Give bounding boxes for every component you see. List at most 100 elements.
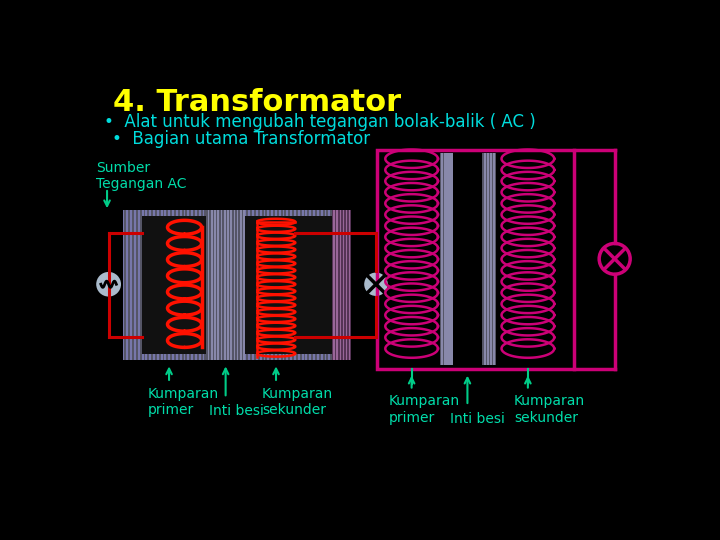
Bar	[233, 210, 235, 360]
Bar	[230, 210, 232, 360]
Bar	[245, 210, 246, 360]
Bar	[221, 210, 222, 360]
Bar	[172, 210, 174, 360]
Bar	[142, 215, 332, 354]
Bar	[122, 210, 125, 360]
Bar	[313, 210, 315, 360]
Bar	[256, 210, 258, 360]
Bar	[279, 210, 281, 360]
Bar	[310, 210, 311, 360]
Bar	[149, 210, 151, 360]
Bar	[180, 210, 181, 360]
Bar	[294, 210, 296, 360]
Bar	[215, 210, 216, 360]
Bar	[206, 210, 245, 360]
Bar	[340, 210, 342, 360]
Bar	[441, 153, 444, 365]
Bar	[336, 210, 338, 360]
Bar	[240, 210, 242, 360]
Bar	[237, 210, 239, 360]
Bar	[217, 210, 219, 360]
Bar	[138, 210, 140, 360]
Bar	[490, 153, 492, 365]
Bar	[305, 210, 307, 360]
Bar	[439, 153, 454, 365]
Bar	[320, 210, 323, 360]
Bar	[349, 210, 351, 360]
Bar	[130, 210, 132, 360]
Bar	[332, 210, 351, 360]
Bar	[298, 210, 300, 360]
Bar	[287, 210, 288, 360]
Bar	[153, 210, 155, 360]
Bar	[218, 210, 220, 360]
Circle shape	[363, 271, 389, 298]
Bar	[195, 210, 197, 360]
Bar	[332, 210, 334, 360]
Bar	[482, 153, 496, 365]
Bar	[229, 210, 231, 360]
Bar	[142, 210, 143, 360]
Bar	[302, 210, 304, 360]
Bar	[451, 153, 453, 365]
Bar	[228, 210, 229, 360]
Bar	[202, 210, 204, 360]
Bar	[184, 210, 186, 360]
Bar	[264, 210, 266, 360]
Bar	[340, 210, 341, 360]
Text: •  Alat untuk mengubah tegangan bolak-balik ( AC ): • Alat untuk mengubah tegangan bolak-bal…	[104, 112, 536, 131]
Bar	[134, 210, 136, 360]
Bar	[267, 210, 269, 360]
Bar	[164, 210, 166, 360]
Bar	[336, 210, 338, 360]
Bar	[233, 210, 235, 360]
Text: Kumparan
primer: Kumparan primer	[148, 387, 218, 417]
Bar	[210, 210, 212, 360]
Bar	[347, 210, 349, 360]
Bar	[187, 210, 189, 360]
Text: 4. Transformator: 4. Transformator	[113, 88, 401, 117]
Bar	[487, 153, 489, 365]
Text: Sumber
Tegangan AC: Sumber Tegangan AC	[96, 161, 186, 191]
Bar	[493, 153, 495, 365]
Bar	[208, 210, 210, 360]
Bar	[282, 210, 284, 360]
Bar	[211, 210, 212, 360]
Bar	[377, 150, 575, 369]
Bar	[214, 210, 216, 360]
Bar	[260, 210, 261, 360]
Text: Kumparan
sekunder: Kumparan sekunder	[514, 394, 585, 424]
Bar	[343, 210, 346, 360]
Circle shape	[96, 272, 121, 296]
Bar	[191, 210, 193, 360]
Text: Kumparan
primer: Kumparan primer	[388, 394, 459, 424]
Bar	[240, 210, 243, 360]
Bar	[252, 210, 254, 360]
Bar	[168, 210, 170, 360]
Bar	[271, 210, 273, 360]
Bar	[317, 210, 319, 360]
Text: Kumparan
sekunder: Kumparan sekunder	[262, 387, 333, 417]
Text: Inti besi: Inti besi	[209, 404, 264, 418]
Bar	[157, 210, 158, 360]
Bar	[225, 210, 228, 360]
Bar	[484, 153, 486, 365]
Bar	[343, 210, 344, 360]
Bar	[145, 210, 148, 360]
Bar	[222, 210, 223, 360]
Bar	[444, 153, 446, 365]
Bar	[161, 210, 163, 360]
Bar	[333, 210, 335, 360]
Bar	[325, 210, 326, 360]
Bar	[237, 210, 238, 360]
Bar	[248, 210, 250, 360]
Bar	[447, 153, 449, 365]
Bar	[199, 210, 201, 360]
Bar	[290, 210, 292, 360]
Bar	[176, 210, 178, 360]
Bar	[243, 210, 245, 360]
Bar	[224, 210, 225, 360]
Bar	[346, 210, 347, 360]
Text: Inti besi: Inti besi	[451, 412, 505, 426]
Bar	[275, 210, 277, 360]
